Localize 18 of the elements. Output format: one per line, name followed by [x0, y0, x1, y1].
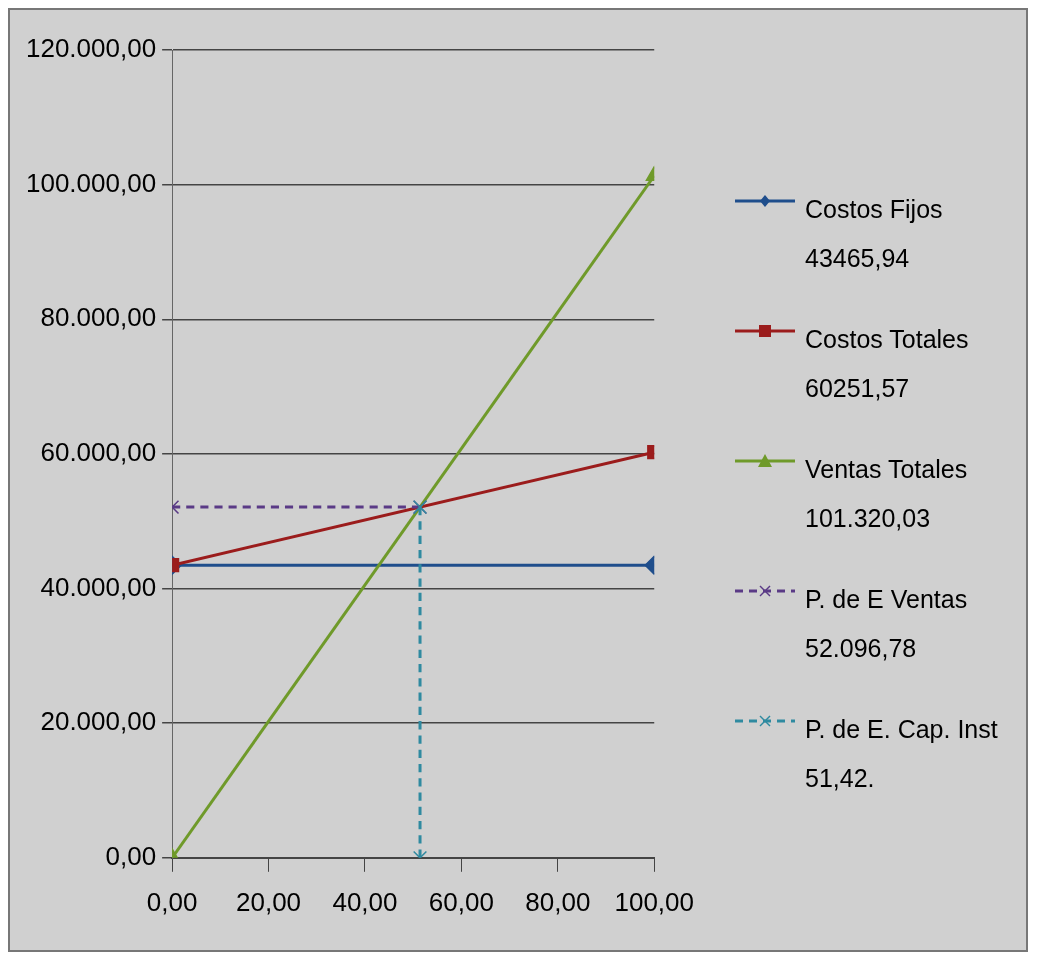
y-tick-label: 120.000,00 — [25, 33, 157, 64]
y-tick-label: 100.000,00 — [25, 167, 157, 198]
x-tick-label: 100,00 — [614, 886, 694, 917]
x-tick-label: 0,00 — [146, 886, 198, 917]
legend-label: Costos Fijos 43465,94 — [805, 194, 943, 274]
legend-label: P. de E Ventas 52.096,78 — [805, 584, 968, 664]
y-tick-label: 40.000,00 — [40, 571, 157, 602]
y-tick-label: 20.000,00 — [40, 706, 157, 737]
y-tick-label: 80.000,00 — [40, 302, 157, 333]
legend-label: Costos Totales 60251,57 — [805, 324, 969, 404]
x-tick-label: 40,00 — [332, 886, 398, 917]
x-tick-label: 20,00 — [236, 886, 302, 917]
x-tick-label: 60,00 — [428, 886, 494, 917]
legend-label: Ventas Totales 101.320,03 — [805, 454, 968, 534]
y-tick-label: 0,00 — [105, 840, 157, 871]
legend-label: P. de E. Cap. Inst 51,42. — [805, 714, 998, 794]
y-tick-label: 60.000,00 — [40, 437, 157, 468]
x-tick-label: 80,00 — [525, 886, 591, 917]
